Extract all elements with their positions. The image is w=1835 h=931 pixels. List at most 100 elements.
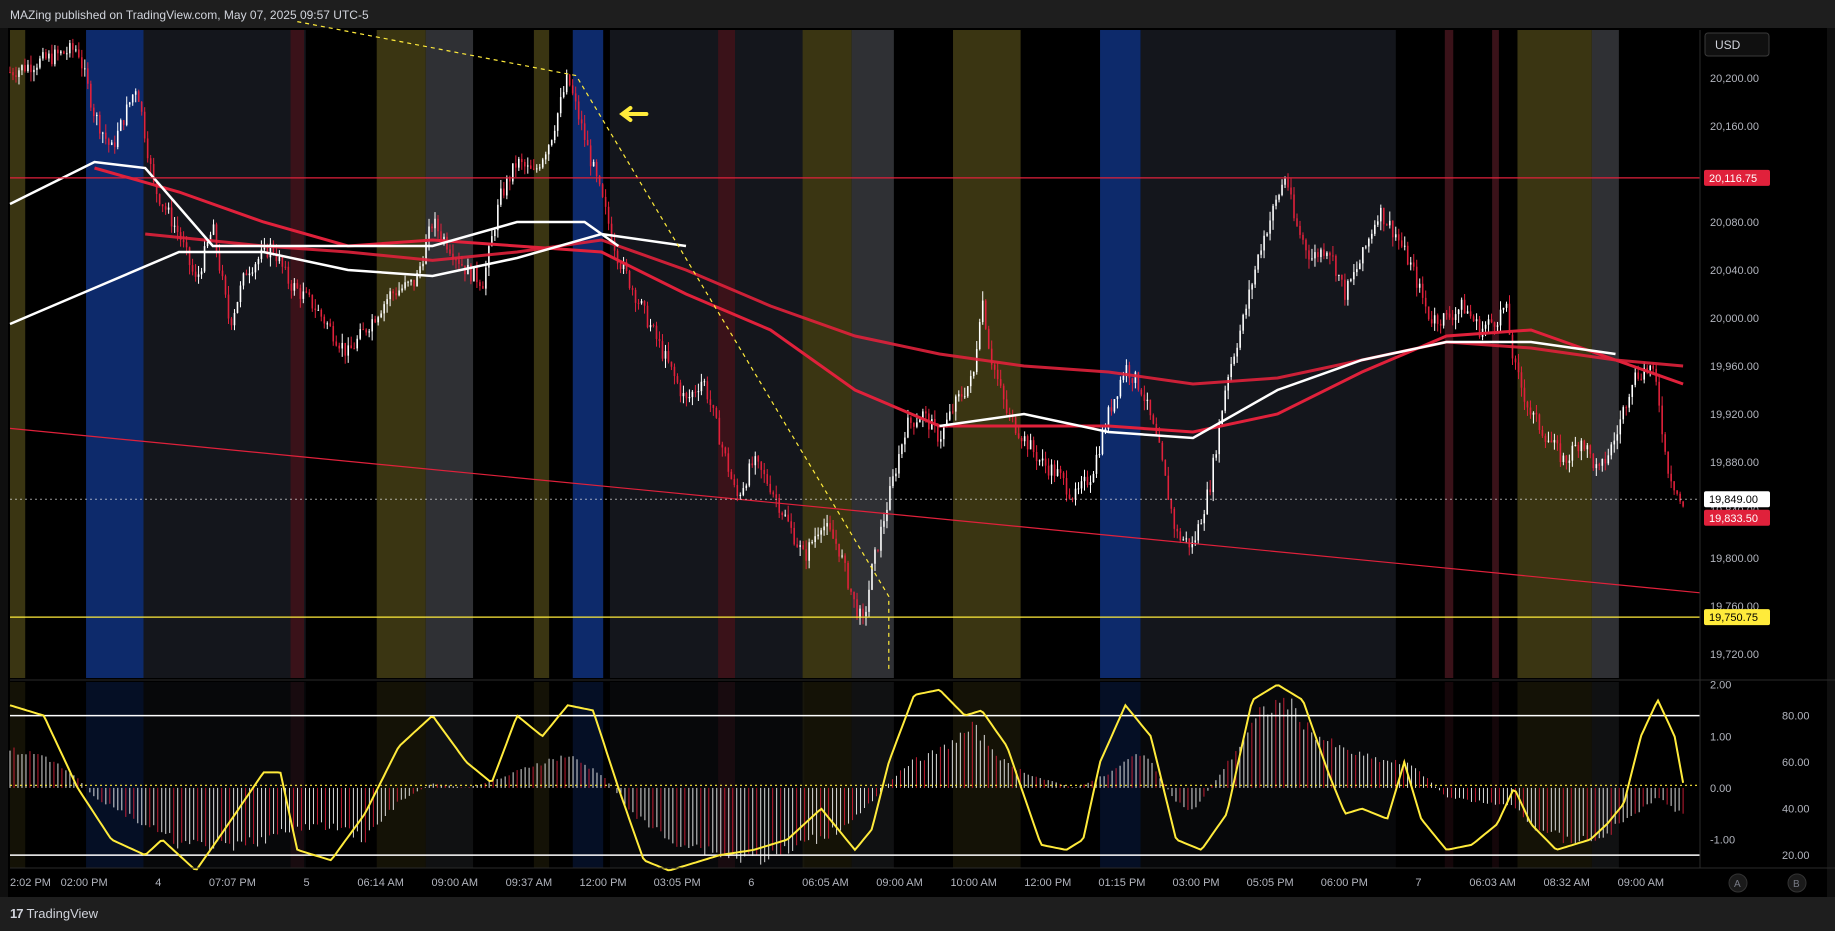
candle-body bbox=[649, 325, 652, 328]
candle-body bbox=[1323, 249, 1325, 256]
candle-body bbox=[317, 309, 320, 311]
candle-body bbox=[841, 555, 843, 557]
candle-body bbox=[966, 386, 969, 397]
candle-body bbox=[1317, 252, 1319, 258]
session-band-osc bbox=[1444, 682, 1454, 868]
candle-body bbox=[604, 196, 607, 207]
candle-body bbox=[934, 419, 936, 426]
candle-body bbox=[751, 463, 754, 466]
candle-body bbox=[1661, 405, 1663, 435]
candle-body bbox=[167, 207, 170, 210]
currency-label: USD bbox=[1715, 38, 1741, 52]
candle-body bbox=[784, 514, 786, 516]
candle-body bbox=[248, 273, 251, 276]
candle-body bbox=[1365, 246, 1367, 248]
candle-body bbox=[1577, 444, 1580, 452]
candle-body bbox=[1326, 252, 1328, 256]
candle-body bbox=[449, 249, 451, 254]
candle-body bbox=[281, 256, 284, 267]
candle-body bbox=[1541, 429, 1544, 436]
candle-body bbox=[1164, 459, 1167, 476]
publisher-text: MAZing published on TradingView.com, May… bbox=[10, 8, 369, 22]
candle-body bbox=[1272, 205, 1274, 221]
candle-body bbox=[1424, 297, 1427, 307]
candle-body bbox=[1281, 184, 1283, 196]
candle-body bbox=[535, 168, 538, 170]
candle-body bbox=[1344, 279, 1346, 300]
candle-body bbox=[796, 544, 798, 547]
candle-body bbox=[113, 142, 116, 148]
candle-body bbox=[1251, 284, 1253, 290]
candle-body bbox=[859, 608, 861, 618]
candle-body bbox=[143, 111, 146, 139]
candle-body bbox=[781, 512, 783, 516]
candle-body bbox=[1448, 313, 1451, 318]
candle-body bbox=[910, 417, 912, 423]
yellow-dashed-trendline bbox=[297, 21, 890, 672]
candle-body bbox=[1451, 317, 1454, 320]
time-tick-label: 6 bbox=[748, 877, 754, 889]
candle-body bbox=[380, 313, 382, 318]
time-tick-label: 7 bbox=[1415, 877, 1421, 889]
candle-body bbox=[242, 273, 245, 286]
candle-body bbox=[119, 120, 122, 131]
candle-body bbox=[473, 267, 475, 282]
candle-body bbox=[529, 165, 532, 169]
candle-body bbox=[425, 241, 427, 264]
candle-body bbox=[104, 132, 107, 139]
candle-body bbox=[221, 270, 224, 277]
candle-body bbox=[377, 317, 379, 323]
candle-body bbox=[1179, 531, 1182, 541]
session-band-osc bbox=[802, 682, 852, 868]
candle-body bbox=[718, 417, 721, 445]
candle-body bbox=[1122, 375, 1125, 380]
candle-body bbox=[164, 206, 167, 210]
auto-scale-button[interactable] bbox=[1728, 873, 1748, 893]
candle-body bbox=[524, 161, 526, 167]
candle-body bbox=[963, 396, 966, 398]
candle-body bbox=[1098, 454, 1101, 456]
candle-body bbox=[568, 74, 571, 86]
candle-body bbox=[1191, 542, 1194, 548]
session-band bbox=[425, 30, 474, 678]
candle-body bbox=[586, 139, 589, 146]
candle-body bbox=[386, 299, 388, 305]
candle-body bbox=[1502, 307, 1505, 310]
candle-body bbox=[1400, 240, 1403, 247]
candle-body bbox=[278, 256, 281, 262]
candle-body bbox=[311, 294, 314, 309]
candle-body bbox=[688, 397, 691, 399]
candle-body bbox=[57, 49, 59, 54]
candle-body bbox=[664, 351, 667, 359]
candle-body bbox=[101, 132, 104, 134]
candle-body bbox=[673, 366, 676, 377]
candle-body bbox=[98, 114, 101, 134]
tradingview-logo[interactable]: 17 TradingView bbox=[10, 906, 98, 921]
auto-scale-label: A bbox=[1734, 879, 1741, 890]
candle-body bbox=[1032, 440, 1035, 452]
candle-body bbox=[727, 453, 730, 472]
oscillator-tick-label: -1.00 bbox=[1710, 835, 1735, 847]
currency-box[interactable] bbox=[1704, 32, 1770, 57]
candle-body bbox=[350, 345, 353, 349]
candle-body bbox=[42, 52, 44, 59]
candle-body bbox=[134, 91, 137, 95]
session-band-osc bbox=[86, 682, 144, 868]
candle-body bbox=[754, 456, 757, 466]
candle-body bbox=[332, 326, 335, 342]
candle-body bbox=[940, 439, 942, 442]
candle-body bbox=[544, 154, 547, 160]
candle-body bbox=[158, 194, 161, 205]
candle-body bbox=[1077, 488, 1080, 490]
candle-body bbox=[1538, 414, 1541, 430]
candle-body bbox=[1053, 464, 1056, 476]
candle-body bbox=[1254, 269, 1256, 285]
candle-body bbox=[919, 419, 921, 423]
candle-body bbox=[515, 163, 517, 168]
bottom-scale-button[interactable] bbox=[1787, 873, 1807, 893]
candle-body bbox=[410, 279, 412, 282]
candle-body bbox=[1029, 440, 1032, 450]
candle-body bbox=[1152, 415, 1155, 424]
candle-body bbox=[21, 65, 23, 71]
